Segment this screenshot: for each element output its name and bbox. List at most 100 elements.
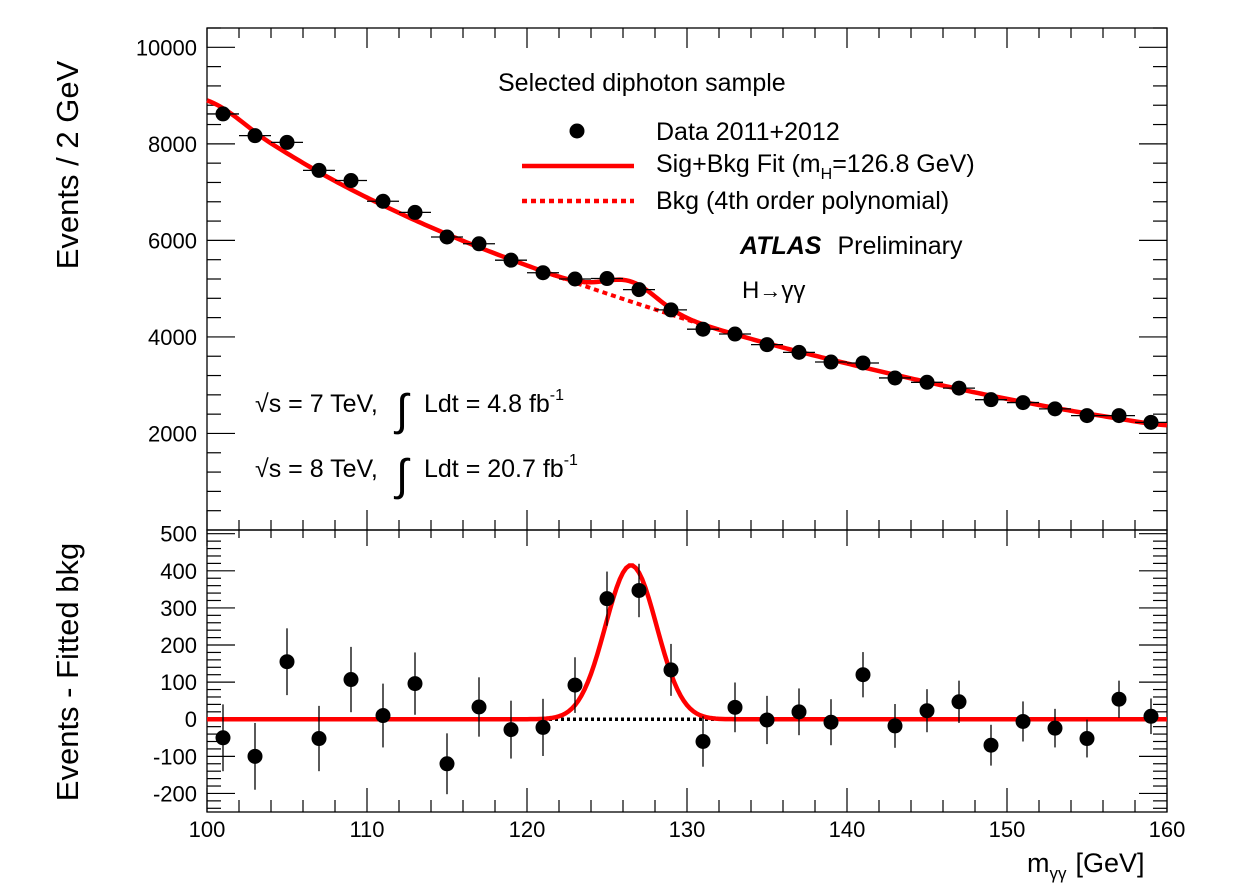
svg-text:Ldt = 20.7 fb-1: Ldt = 20.7 fb-1 [424, 452, 578, 483]
y-tick-label: 4000 [148, 325, 197, 350]
data-point [663, 302, 679, 318]
lumi-label-7tev: √s = 7 TeV, ∫ Ldt = 4.8 fb-1 [255, 386, 564, 435]
svg-text:Ldt = 4.8 fb-1: Ldt = 4.8 fb-1 [424, 387, 564, 418]
data-point [855, 355, 871, 371]
data-point [343, 173, 359, 189]
data-point [503, 252, 519, 268]
main-y-axis-title: Events / 2 GeV [50, 60, 85, 269]
x-tick-label: 150 [989, 817, 1026, 842]
y-tick-label: 400 [160, 559, 197, 584]
residual-point [375, 708, 391, 724]
data-point [279, 134, 295, 150]
y-tick-label: 200 [160, 633, 197, 658]
x-axis-title-sub: γγ [1050, 864, 1068, 883]
residual-point [503, 722, 519, 738]
residual-point [919, 703, 935, 719]
x-tick-label: 130 [669, 817, 706, 842]
atlas-bold: ATLAS [739, 232, 822, 260]
main-data-points [207, 106, 1167, 430]
y-tick-label: 300 [160, 596, 197, 621]
residual-point [407, 676, 423, 692]
atlas-preliminary: Preliminary [837, 232, 963, 260]
data-point [407, 204, 423, 220]
residual-signal-line [207, 563, 1167, 722]
residual-fit-curves [207, 563, 1167, 722]
legend-entry-data: Data 2011+2012 [656, 118, 840, 146]
residual-point [1015, 713, 1031, 729]
data-point [823, 354, 839, 370]
residual-y-axis-title: Events - Fitted bkg [50, 543, 85, 801]
residual-point [1143, 708, 1159, 724]
residual-point [599, 591, 615, 607]
residual-point [631, 582, 647, 598]
residual-point [279, 654, 295, 670]
legend-data-marker [569, 123, 585, 139]
data-point [567, 271, 583, 287]
y-tick-label: -200 [153, 781, 197, 806]
residual-point [887, 718, 903, 734]
data-point [247, 128, 263, 144]
legend-entry-fit: Sig+Bkg Fit (mH=126.8 GeV) [656, 150, 975, 183]
data-point [727, 326, 743, 342]
data-point [599, 271, 615, 287]
residual-point [535, 719, 551, 735]
residual-y-tick-labels: -200 -100 0 100 200 300 400 500 [153, 522, 197, 807]
residual-point [1047, 720, 1063, 736]
x-tick-labels: 100 110 120 130 140 150 160 [189, 817, 1186, 842]
residual-point [823, 714, 839, 730]
main-y-tick-labels: 2000 4000 6000 8000 10000 [136, 35, 197, 446]
data-point [311, 162, 327, 178]
residual-point [439, 756, 455, 772]
data-point [983, 392, 999, 408]
legend: Selected diphoton sample Data 2011+2012 … [498, 69, 975, 215]
residual-panel: -200 -100 0 100 200 300 400 500 100 110 120 130 140… [153, 522, 1185, 842]
residual-point [343, 672, 359, 688]
data-point [695, 321, 711, 337]
y-tick-label: -100 [153, 744, 197, 769]
y-tick-label: 500 [160, 522, 197, 547]
x-tick-label: 120 [509, 817, 546, 842]
residual-point [951, 694, 967, 710]
residual-point [1111, 691, 1127, 707]
residual-data-points [215, 563, 1159, 795]
residual-point [695, 734, 711, 749]
x-tick-label: 140 [829, 817, 866, 842]
data-point [1079, 408, 1095, 424]
data-point [1111, 408, 1127, 424]
channel-label: H→γγ [742, 277, 805, 304]
integral-sign: ∫ [393, 386, 411, 435]
svg-text:mγγ[GeV]: mγγ [GeV] [1027, 848, 1145, 883]
y-tick-label: 10000 [136, 35, 197, 60]
data-point [535, 265, 551, 281]
x-tick-label: 100 [189, 817, 226, 842]
y-tick-label: 2000 [148, 421, 197, 446]
x-axis-title: mγγ [GeV] [1027, 848, 1145, 883]
data-point [215, 106, 231, 122]
sig-bkg-fit-line [206, 98, 1168, 428]
y-tick-label: 100 [160, 670, 197, 695]
main-panel-ticks [206, 27, 1168, 530]
data-point [1143, 414, 1159, 430]
residual-point [471, 699, 487, 715]
atlas-label: ATLAS Preliminary H→γγ [739, 232, 963, 304]
x-axis-title-unit: [GeV] [1076, 848, 1145, 878]
residual-point [215, 730, 231, 746]
y-tick-label: 8000 [148, 132, 197, 157]
residual-point [567, 677, 583, 693]
residual-point [791, 704, 807, 720]
data-point [759, 337, 775, 353]
x-tick-label: 110 [349, 817, 384, 842]
svg-text:√s = 7 TeV,: √s = 7 TeV, [255, 390, 378, 418]
svg-text:√s = 8 TeV,: √s = 8 TeV, [255, 455, 378, 483]
lumi-label-8tev: √s = 8 TeV, ∫ Ldt = 20.7 fb-1 [255, 451, 578, 500]
y-tick-label: 6000 [148, 228, 197, 253]
integral-sign: ∫ [393, 451, 411, 500]
data-point [887, 370, 903, 386]
residual-point [1079, 731, 1095, 747]
x-axis-title-main: m [1027, 848, 1050, 878]
data-point [1015, 395, 1031, 411]
residual-point [983, 737, 999, 753]
data-point [375, 193, 391, 209]
